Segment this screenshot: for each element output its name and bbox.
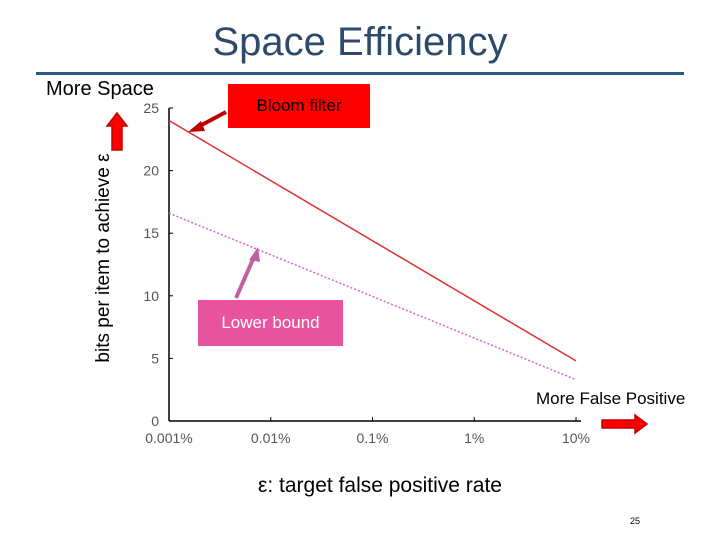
series-line-lower-bound — [168, 212, 577, 381]
more-false-positive-label: More False Positive — [536, 389, 686, 408]
series-line-bloom-filter — [168, 119, 577, 362]
up-arrow-icon — [105, 111, 129, 151]
y-tick-label: 15 — [143, 225, 159, 241]
y-tick-label: 5 — [151, 350, 159, 366]
bloom-filter-callout: Bloom filter — [228, 84, 370, 128]
lower-bound-pointer-head-icon — [249, 247, 260, 262]
slide-title: Space Efficiency — [212, 20, 508, 64]
x-tick-label: 0.01% — [251, 430, 291, 446]
right-arrow-icon — [601, 413, 649, 435]
y-tick-label: 10 — [143, 288, 159, 304]
y-tick-label: 0 — [151, 413, 159, 429]
x-axis-label: ε: target false positive rate — [258, 474, 502, 497]
y-tick-label: 20 — [143, 163, 159, 179]
x-tick-label: 0.001% — [145, 430, 192, 446]
y-tick-label: 25 — [143, 100, 159, 116]
more-space-label: More Space — [46, 78, 154, 100]
x-tick-label: 10% — [562, 430, 590, 446]
title-divider — [36, 72, 684, 75]
lower-bound-callout-pointer-icon — [234, 256, 256, 299]
x-tick-label: 0.1% — [357, 430, 389, 446]
bloom-pointer-head-icon — [188, 121, 205, 132]
x-tick-label: 1% — [464, 430, 484, 446]
lower-bound-callout: Lower bound — [198, 300, 343, 346]
slide-number: 25 — [630, 516, 641, 526]
